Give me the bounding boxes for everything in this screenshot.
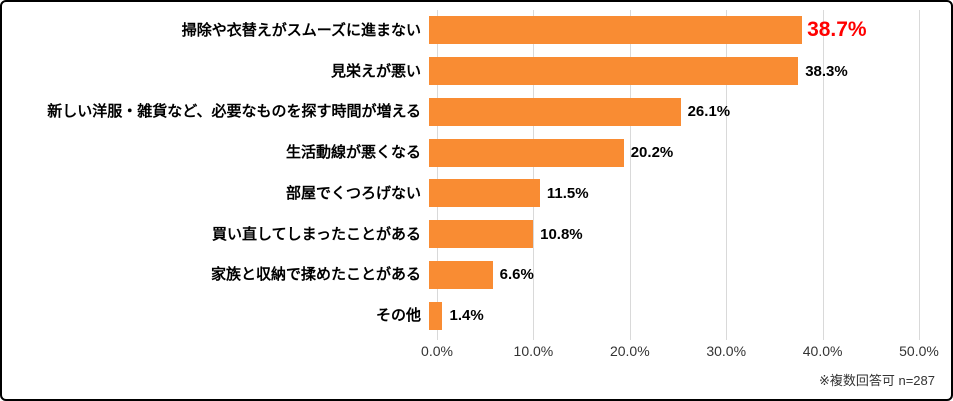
x-tick-label: 30.0%: [706, 343, 747, 359]
bar-track: 10.8%: [429, 214, 939, 255]
bar-row: 家族と収納で揉めたことがある 6.6%: [2, 255, 951, 296]
category-label: 部屋でくつろげない: [285, 184, 421, 202]
bar-row: 生活動線が悪くなる 20.2%: [2, 132, 951, 173]
bar-row: 掃除や衣替えがスムーズに進まない 38.7%: [2, 10, 951, 51]
bar-row: 見栄えが悪い 38.3%: [2, 51, 951, 92]
bar-track: 6.6%: [429, 255, 939, 296]
x-tick-label: 10.0%: [513, 343, 554, 359]
bar-track: 1.4%: [429, 295, 939, 336]
category-label: 見栄えが悪い: [330, 62, 421, 80]
bar-row: その他 1.4%: [2, 295, 951, 336]
bar: [429, 260, 493, 289]
bar-row: 部屋でくつろげない 11.5%: [2, 173, 951, 214]
bar-track: 26.1%: [429, 92, 939, 133]
bar: [429, 220, 534, 249]
category-label: 家族と収納で揉めたことがある: [210, 266, 421, 284]
bar-track: 38.7%: [429, 10, 939, 51]
bar: [429, 179, 540, 208]
value-label: 11.5%: [546, 184, 589, 202]
bar: [429, 138, 624, 167]
bar-rows: 掃除や衣替えがスムーズに進まない 38.7% 見栄えが悪い 38.3% 新しい洋服・雑貨…: [2, 10, 951, 336]
bar: [429, 301, 443, 330]
x-tick-label: 20.0%: [609, 343, 650, 359]
category-label: 買い直してしまったことがある: [212, 225, 421, 243]
bar: [429, 57, 799, 86]
category-label: 掃除や衣替えがスムーズに進まない: [181, 21, 421, 39]
value-label: 1.4%: [449, 307, 484, 325]
value-label: 10.8%: [540, 225, 583, 243]
bar-track: 38.3%: [429, 51, 939, 92]
bar: [429, 16, 803, 45]
x-axis: 0.0% 10.0% 20.0% 30.0% 40.0% 50.0%: [421, 343, 939, 363]
footnote: ※複数回答可 n=287: [818, 373, 935, 388]
x-tick-label: 0.0%: [421, 343, 453, 359]
x-tick-label: 50.0%: [899, 343, 939, 359]
bar-track: 20.2%: [429, 132, 939, 173]
category-label: 生活動線が悪くなる: [285, 144, 421, 161]
value-label: 38.3%: [805, 62, 848, 80]
bar: [429, 97, 681, 126]
bar-track: 11.5%: [429, 173, 939, 214]
value-label: 6.6%: [499, 266, 534, 284]
bar-row: 買い直してしまったことがある 10.8%: [2, 214, 951, 255]
bar-row: 新しい洋服・雑貨など、必要なものを探す時間が増える 26.1%: [2, 92, 951, 133]
value-label: 20.2%: [630, 144, 674, 162]
value-label: 26.1%: [687, 103, 731, 121]
category-label: 新しい洋服・雑貨など、必要なものを探す時間が増える: [47, 103, 421, 121]
value-label: 38.7%: [807, 18, 867, 42]
x-tick-label: 40.0%: [802, 343, 843, 359]
category-label: その他: [375, 307, 421, 324]
